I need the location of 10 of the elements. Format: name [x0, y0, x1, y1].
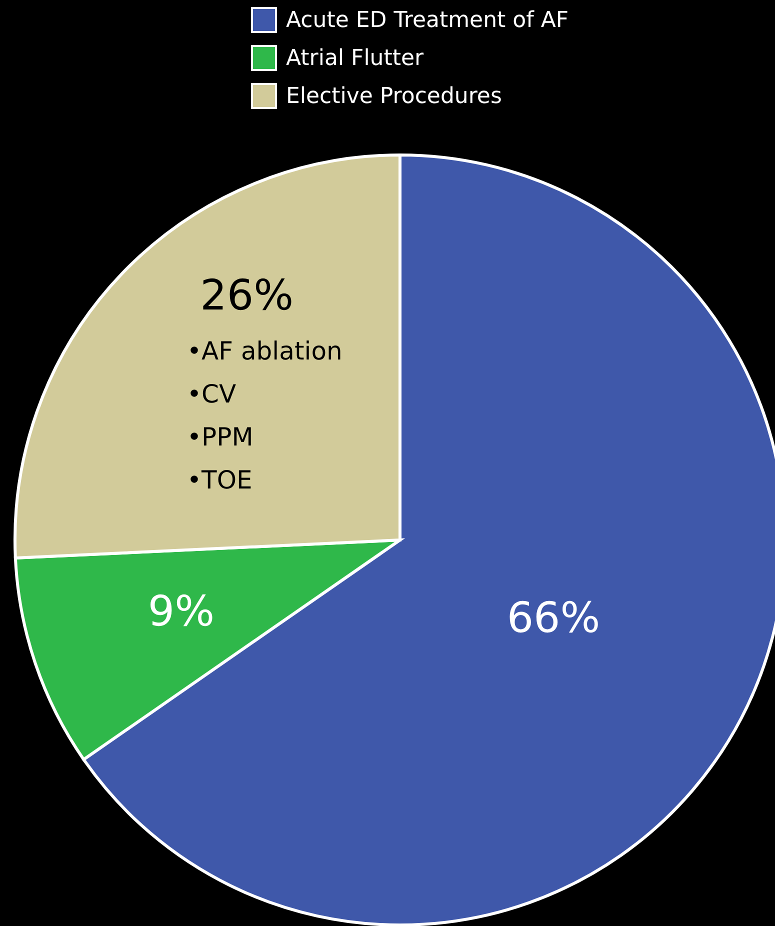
text: •CV: [186, 380, 236, 409]
legend-label: Acute ED Treatment of AF: [286, 8, 569, 34]
data-label: 26%: [200, 270, 294, 320]
data-label: 66%: [506, 592, 600, 642]
text: •PPM: [186, 422, 254, 452]
text: •TOE: [186, 466, 252, 495]
text: •AF ablation: [186, 336, 342, 366]
legend-label: Elective Procedures: [286, 84, 502, 110]
data-label: 9%: [148, 586, 215, 636]
legend-label: Atrial Flutter: [286, 46, 425, 72]
